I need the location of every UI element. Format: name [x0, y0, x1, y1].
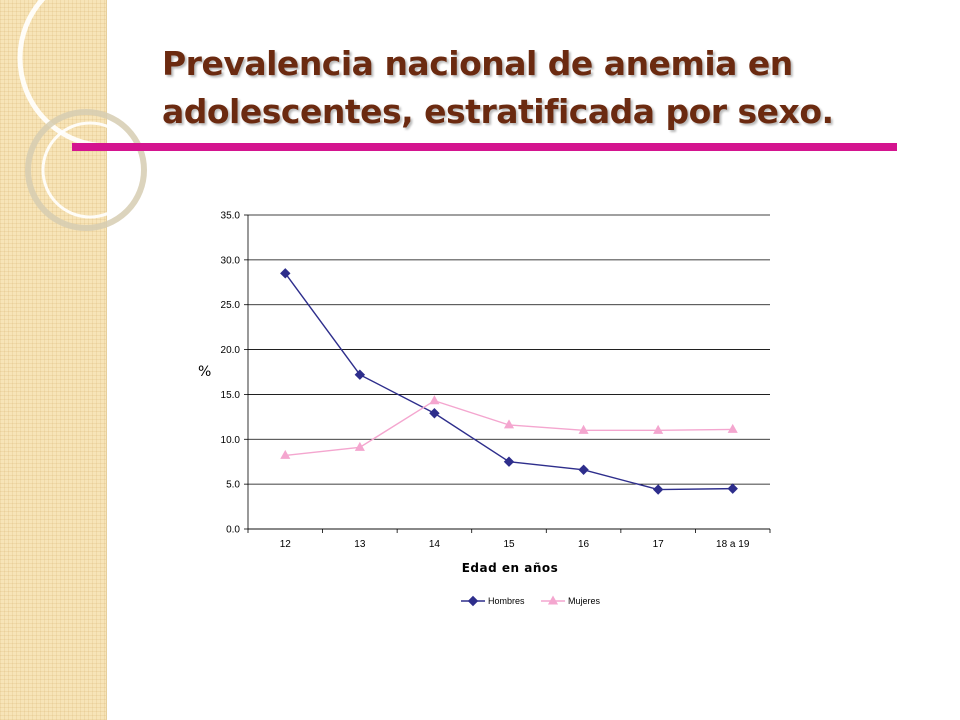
- data-point-hombres: [578, 464, 589, 475]
- x-tick-label: 12: [280, 539, 292, 550]
- x-tick-label: 18 a 19: [716, 539, 750, 550]
- data-point-mujeres: [653, 424, 664, 434]
- legend-marker-mujeres: [547, 595, 559, 605]
- y-axis-label: %: [198, 364, 211, 380]
- data-point-hombres: [280, 268, 291, 279]
- legend-item-mujeres: Mujeres: [541, 595, 601, 606]
- slide-title: Prevalencia nacional de anemia en adoles…: [162, 40, 922, 136]
- y-tick-label: 5.0: [226, 480, 240, 491]
- data-point-hombres: [354, 369, 366, 380]
- title-line-2: adolescentes, estratificada por sexo.: [162, 92, 834, 131]
- data-point-hombres: [503, 456, 515, 467]
- line-chart: 0.05.010.015.020.025.030.035.0 12 13 14 15 1…: [198, 211, 771, 607]
- data-point-hombres: [727, 483, 738, 494]
- chart-series: [280, 268, 738, 495]
- data-point-hombres: [652, 484, 664, 495]
- data-point-mujeres: [354, 441, 365, 451]
- legend-label-mujeres: Mujeres: [568, 596, 601, 606]
- title-underline: [72, 143, 897, 151]
- decorative-rings: [17, 0, 160, 231]
- series-hombres: [280, 268, 738, 495]
- chart-legend: Hombres Mujeres: [461, 595, 601, 607]
- x-tick-label: 16: [578, 539, 590, 550]
- series-mujeres: [280, 395, 738, 459]
- data-point-mujeres: [727, 423, 738, 433]
- data-point-hombres: [429, 408, 440, 419]
- x-tick-label: 13: [354, 539, 366, 550]
- legend-item-hombres: Hombres: [461, 595, 525, 607]
- data-point-mujeres: [503, 419, 515, 429]
- legend-marker-hombres: [467, 595, 479, 607]
- title-line-1: Prevalencia nacional de anemia en: [162, 44, 793, 83]
- data-point-mujeres: [578, 424, 589, 434]
- x-axis: 12 13 14 15 16 17 18 a 19: [247, 215, 771, 550]
- y-tick-label: 15.0: [221, 390, 241, 401]
- y-tick-label: 30.0: [221, 255, 241, 266]
- x-tick-label: 15: [503, 539, 515, 550]
- y-tick-label: 20.0: [221, 345, 241, 356]
- y-tick-label: 0.0: [226, 525, 240, 536]
- y-tick-label: 35.0: [221, 211, 241, 222]
- y-axis-ticks: 0.0 5.0 10.0 15.0 20.0 25.0 30.0 35.0: [221, 211, 248, 536]
- x-axis-label: Edad en años: [462, 561, 559, 575]
- legend-label-hombres: Hombres: [488, 596, 525, 606]
- x-tick-label: 17: [653, 539, 665, 550]
- y-tick-label: 10.0: [221, 435, 241, 446]
- data-point-mujeres: [280, 449, 291, 459]
- data-point-mujeres: [429, 395, 440, 405]
- chart-gridlines: [248, 214, 770, 530]
- x-tick-label: 14: [429, 539, 441, 550]
- y-tick-label: 25.0: [221, 300, 241, 311]
